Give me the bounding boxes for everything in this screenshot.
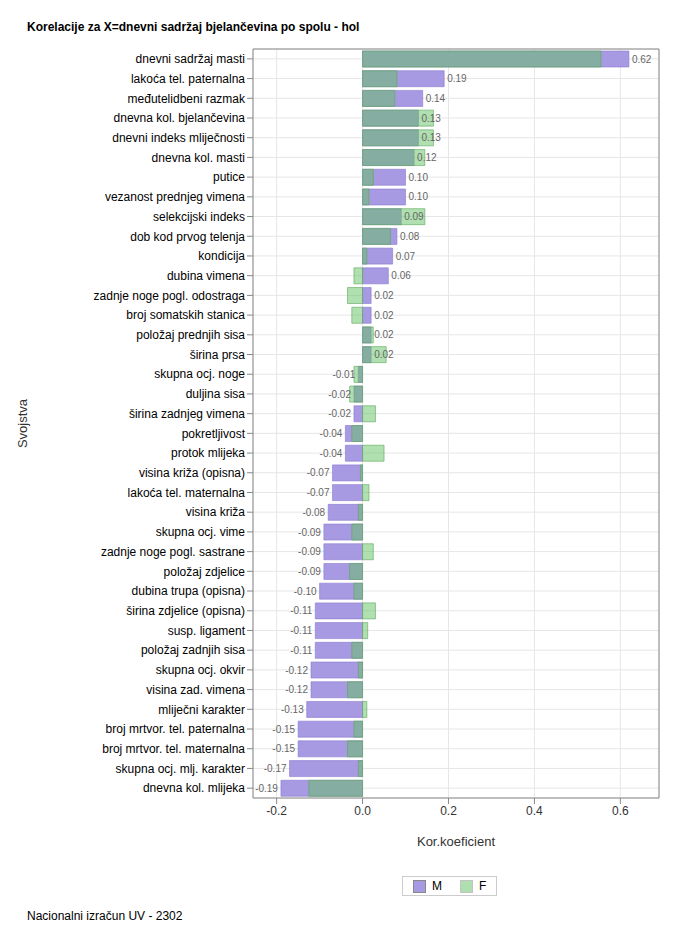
html-text:Korelacije za X=dnevni sadržaj: Korelacije za X=dnevni sadržaj bjelančev… xyxy=(27,20,360,34)
svg-text:-0.15: -0.15 xyxy=(272,724,295,735)
svg-text:0.02: 0.02 xyxy=(374,290,394,301)
html-text:F: F xyxy=(479,879,487,893)
svg-text:-0.08: -0.08 xyxy=(302,507,325,518)
svg-text:0.0: 0.0 xyxy=(354,804,371,818)
svg-text:0.09: 0.09 xyxy=(404,211,424,222)
svg-text:skupna ocj. mlj. karakter: skupna ocj. mlj. karakter xyxy=(116,762,245,776)
svg-text:skupna ocj. okvir: skupna ocj. okvir xyxy=(156,663,245,677)
svg-text:pokretljivost: pokretljivost xyxy=(182,427,246,441)
svg-text:-0.09: -0.09 xyxy=(298,546,321,557)
svg-text:visina križa: visina križa xyxy=(186,505,246,519)
svg-text:-0.11: -0.11 xyxy=(290,645,312,656)
svg-text:međutelidbeni razmak: međutelidbeni razmak xyxy=(128,92,246,106)
svg-text:0.02: 0.02 xyxy=(374,349,394,360)
svg-text:širina zadnjeg vimena: širina zadnjeg vimena xyxy=(129,407,245,421)
svg-text:-0.11: -0.11 xyxy=(290,625,312,636)
svg-text:-0.02: -0.02 xyxy=(328,408,351,419)
svg-text:-0.17: -0.17 xyxy=(264,763,287,774)
svg-text:0.06: 0.06 xyxy=(391,270,411,281)
svg-text:0.19: 0.19 xyxy=(447,73,467,84)
svg-text:broj mrtvor. tel. paternalna: broj mrtvor. tel. paternalna xyxy=(106,722,246,736)
svg-text:zadnje noge pogl. odostraga: zadnje noge pogl. odostraga xyxy=(94,289,246,303)
svg-text:skupna ocj. noge: skupna ocj. noge xyxy=(154,367,245,381)
svg-text:dubina trupa (opisna): dubina trupa (opisna) xyxy=(132,584,245,598)
svg-text:dubina vimena: dubina vimena xyxy=(167,269,245,283)
svg-text:-0.07: -0.07 xyxy=(307,487,330,498)
svg-text:selekcijski indeks: selekcijski indeks xyxy=(153,210,245,224)
svg-text:0.62: 0.62 xyxy=(632,54,652,65)
svg-text:-0.04: -0.04 xyxy=(320,448,343,459)
svg-text:Kor.koeficient: Kor.koeficient xyxy=(417,834,495,849)
svg-text:dnevna kol. masti: dnevna kol. masti xyxy=(152,151,245,165)
svg-text:broj somatskih stanica: broj somatskih stanica xyxy=(126,308,245,322)
svg-text:mliječni karakter: mliječni karakter xyxy=(158,703,245,717)
svg-text:0.12: 0.12 xyxy=(417,152,437,163)
html-text:Nacionalni izračun UV - 2302: Nacionalni izračun UV - 2302 xyxy=(27,909,183,923)
svg-text:putice: putice xyxy=(213,170,245,184)
svg-text:vezanost prednjeg vimena: vezanost prednjeg vimena xyxy=(105,190,245,204)
svg-text:-0.19: -0.19 xyxy=(255,783,278,794)
svg-text:-0.12: -0.12 xyxy=(285,684,308,695)
svg-text:visina zad. vimena: visina zad. vimena xyxy=(146,683,245,697)
svg-text:0.13: 0.13 xyxy=(421,132,441,143)
svg-text:-0.15: -0.15 xyxy=(272,743,295,754)
svg-text:0.14: 0.14 xyxy=(426,93,446,104)
svg-text:skupna ocj. vime: skupna ocj. vime xyxy=(156,525,246,539)
svg-text:zadnje noge pogl. sastrane: zadnje noge pogl. sastrane xyxy=(101,545,245,559)
svg-text:-0.10: -0.10 xyxy=(294,586,317,597)
svg-text:dnevna kol. bjelančevina: dnevna kol. bjelančevina xyxy=(114,111,246,125)
svg-text:duljina sisa: duljina sisa xyxy=(186,387,246,401)
svg-text:0.6: 0.6 xyxy=(612,804,629,818)
svg-text:-0.11: -0.11 xyxy=(290,605,312,616)
svg-text:0.10: 0.10 xyxy=(409,191,429,202)
svg-text:dnevna kol. mlijeka: dnevna kol. mlijeka xyxy=(143,781,245,795)
svg-text:0.02: 0.02 xyxy=(374,329,394,340)
svg-text:-0.2: -0.2 xyxy=(266,804,287,818)
svg-text:položaj zdjelice: položaj zdjelice xyxy=(164,565,246,579)
svg-text:0.13: 0.13 xyxy=(421,113,441,124)
svg-text:kondicija: kondicija xyxy=(198,249,245,263)
svg-text:Svojstva: Svojstva xyxy=(15,398,30,448)
svg-text:lakoća tel. paternalna: lakoća tel. paternalna xyxy=(131,72,245,86)
svg-text:0.07: 0.07 xyxy=(396,251,416,262)
svg-text:dob kod prvog telenja: dob kod prvog telenja xyxy=(130,230,245,244)
svg-text:dnevni indeks mliječnosti: dnevni indeks mliječnosti xyxy=(112,131,245,145)
svg-text:položaj zadnjih sisa: položaj zadnjih sisa xyxy=(141,643,245,657)
svg-text:-0.02: -0.02 xyxy=(328,389,351,400)
svg-text:širina zdjelice (opisna): širina zdjelice (opisna) xyxy=(126,604,245,618)
svg-text:širina prsa: širina prsa xyxy=(190,348,246,362)
svg-text:susp. ligament: susp. ligament xyxy=(168,624,246,638)
svg-text:visina križa (opisna): visina križa (opisna) xyxy=(139,466,245,480)
svg-text:0.4: 0.4 xyxy=(526,804,543,818)
svg-text:-0.12: -0.12 xyxy=(285,665,308,676)
svg-text:0.2: 0.2 xyxy=(440,804,457,818)
svg-text:položaj prednjih sisa: položaj prednjih sisa xyxy=(136,328,245,342)
svg-text:0.08: 0.08 xyxy=(400,231,420,242)
html-text:M: M xyxy=(432,879,442,893)
svg-text:0.10: 0.10 xyxy=(409,172,429,183)
svg-text:-0.09: -0.09 xyxy=(298,527,321,538)
svg-text:protok mlijeka: protok mlijeka xyxy=(171,446,245,460)
svg-text:-0.09: -0.09 xyxy=(298,566,321,577)
svg-text:lakoća tel. maternalna: lakoća tel. maternalna xyxy=(128,486,246,500)
svg-text:-0.04: -0.04 xyxy=(320,428,343,439)
svg-text:broj mrtvor. tel. maternalna: broj mrtvor. tel. maternalna xyxy=(102,742,245,756)
svg-text:-0.13: -0.13 xyxy=(281,704,304,715)
svg-text:-0.07: -0.07 xyxy=(307,467,330,478)
svg-text:dnevni sadržaj masti: dnevni sadržaj masti xyxy=(136,52,245,66)
svg-text:-0.01: -0.01 xyxy=(332,369,355,380)
svg-text:0.02: 0.02 xyxy=(374,310,394,321)
